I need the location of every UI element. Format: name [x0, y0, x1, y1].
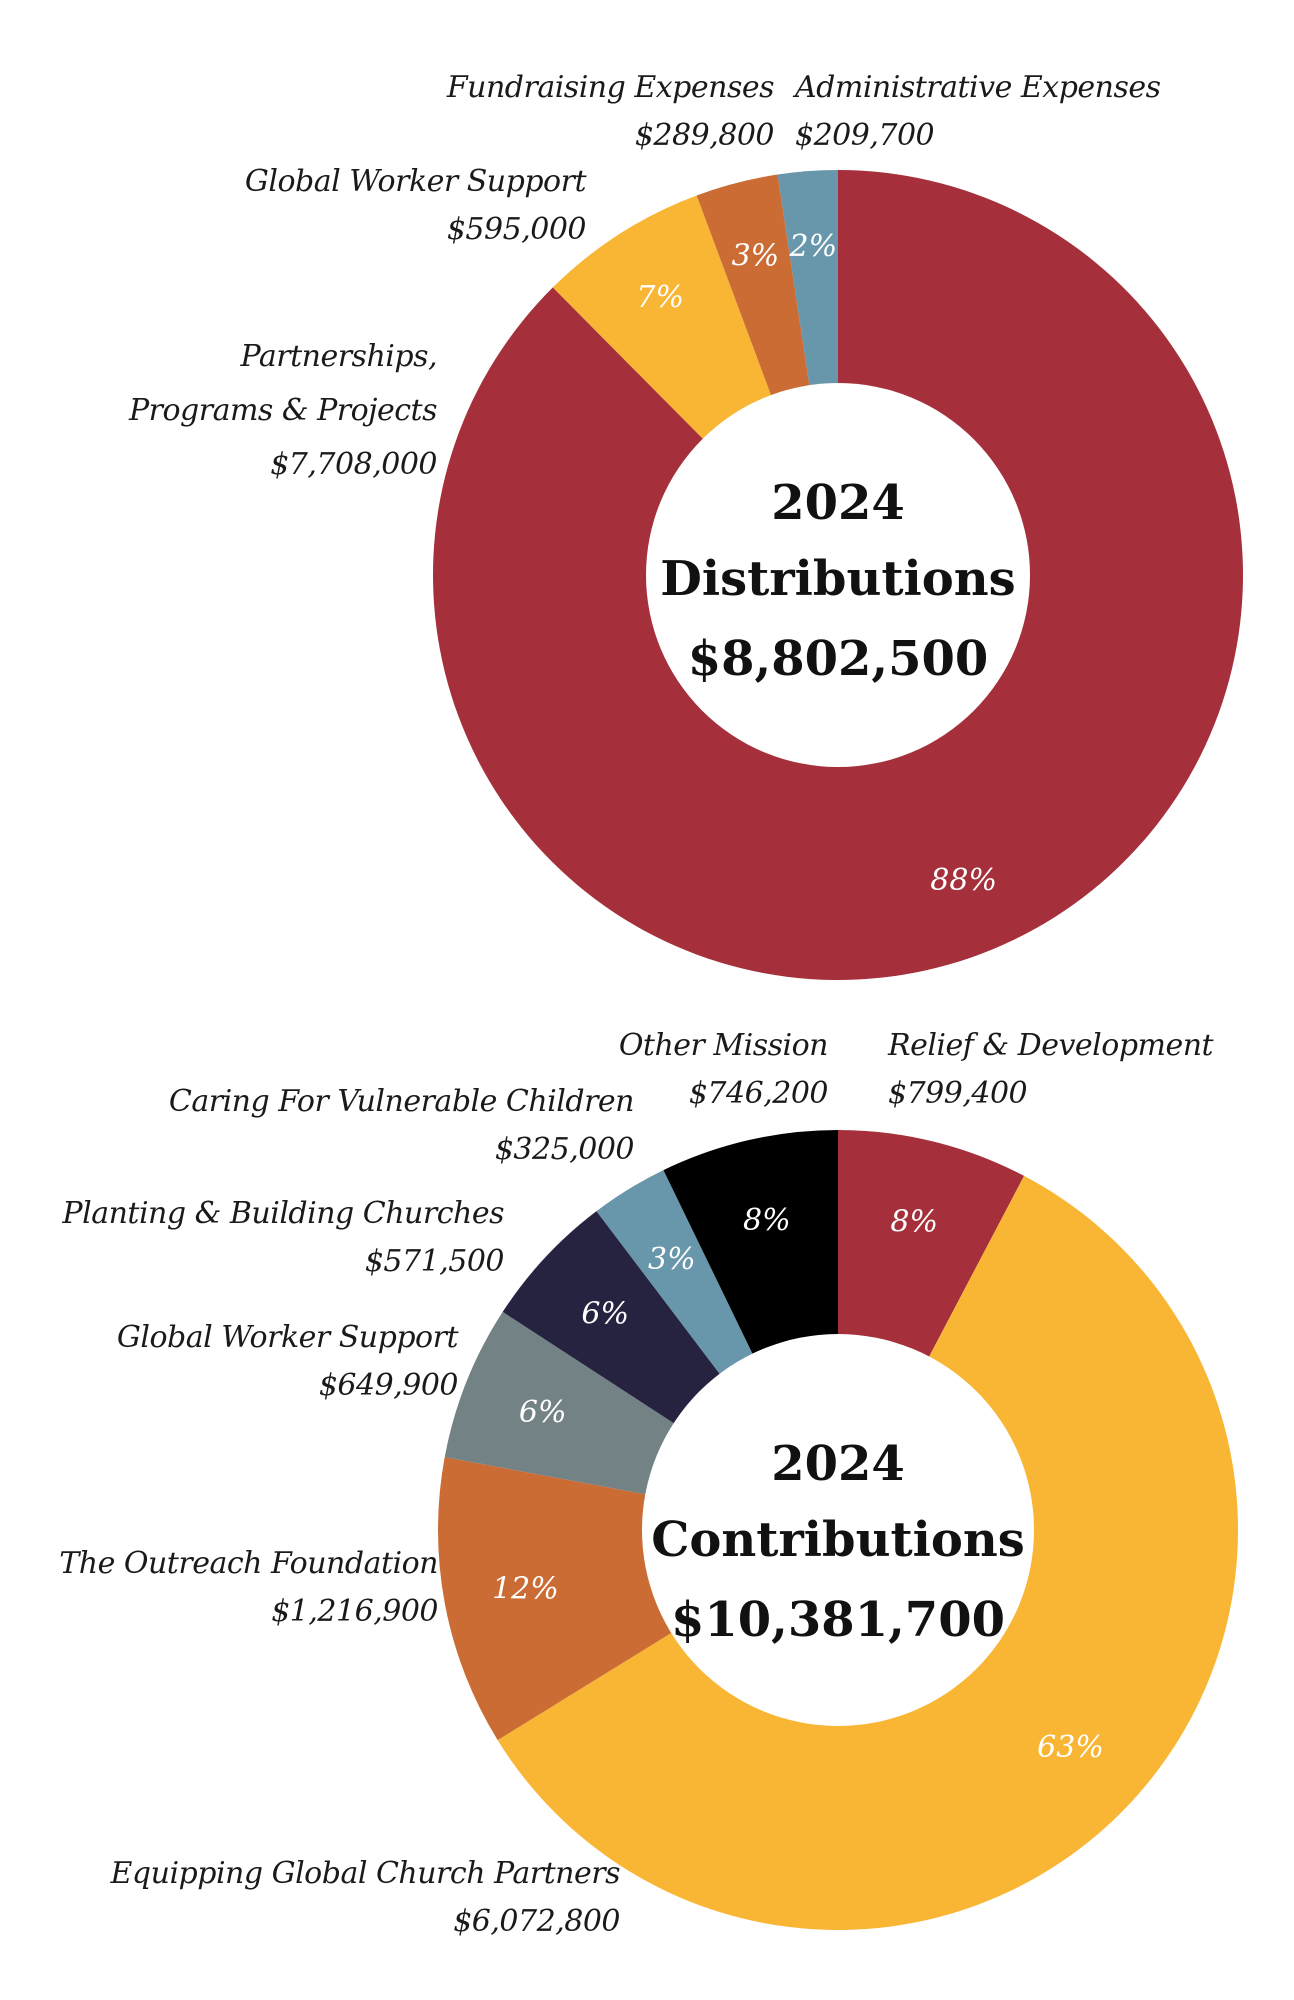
dist-label-partnerships-name-1: Partnerships, [240, 339, 438, 374]
dist-label-administrative-amount: $209,700 [795, 118, 935, 153]
contrib-donut-hole [642, 1334, 1034, 1726]
dist-center-total: $8,802,500 [688, 631, 989, 687]
contrib-center-title: 2024 [771, 1436, 905, 1492]
contrib-label-vulnerable-children-name: Caring For Vulnerable Children [168, 1084, 635, 1119]
contrib-label-vulnerable-children-amount: $325,000 [494, 1132, 635, 1167]
dist-label-global-worker: Global Worker Support $595,000 [244, 158, 587, 254]
contrib-label-planting-name: Planting & Building Churches [62, 1196, 504, 1231]
dist-label-global-worker-name: Global Worker Support [244, 164, 587, 199]
contrib-label-vulnerable-children: Caring For Vulnerable Children $325,000 [168, 1078, 635, 1174]
contrib-label-planting-amount: $571,500 [364, 1244, 505, 1279]
contrib-label-global-worker-name: Global Worker Support [116, 1320, 459, 1355]
contrib-slice-1-percent: 63% [1037, 1730, 1104, 1765]
dist-slice-1-percent: 7% [636, 280, 684, 315]
dist-label-partnerships: Partnerships, Programs & Projects $7,708… [128, 330, 438, 492]
contrib-center-total: $10,381,700 [671, 1592, 1005, 1648]
contrib-slice-4-percent: 6% [581, 1296, 629, 1331]
dist-center-title: 2024 [771, 475, 905, 531]
contrib-label-relief: Relief & Development $799,400 [888, 1022, 1214, 1118]
dist-center-subtitle: Distributions [660, 551, 1015, 607]
dist-slice-2-percent: 3% [732, 239, 780, 274]
contrib-label-global-worker-amount: $649,900 [318, 1368, 459, 1403]
contrib-label-global-worker: Global Worker Support $649,900 [116, 1314, 459, 1410]
contrib-label-planting: Planting & Building Churches $571,500 [62, 1190, 504, 1286]
contrib-label-outreach-name: The Outreach Foundation [59, 1546, 438, 1581]
contrib-slice-6-percent: 8% [743, 1203, 791, 1238]
contrib-label-relief-name: Relief & Development [888, 1028, 1214, 1063]
dist-label-partnerships-name-2: Programs & Projects [128, 393, 438, 428]
dist-donut-hole [646, 383, 1030, 767]
contrib-label-relief-amount: $799,400 [888, 1076, 1028, 1111]
contrib-label-equipping-amount: $6,072,800 [453, 1904, 620, 1939]
contrib-label-outreach-amount: $1,216,900 [271, 1594, 438, 1629]
contrib-center-subtitle: Contributions [651, 1512, 1025, 1568]
contrib-label-equipping-name: Equipping Global Church Partners [110, 1856, 621, 1891]
dist-label-administrative-name: Administrative Expenses [795, 70, 1161, 105]
dist-label-fundraising: Fundraising Expenses $289,800 [446, 64, 775, 160]
contrib-label-other-mission-amount: $746,200 [688, 1076, 829, 1111]
contrib-slice-0-percent: 8% [890, 1204, 938, 1239]
dist-label-fundraising-name: Fundraising Expenses [446, 70, 775, 105]
contrib-label-other-mission-name: Other Mission [618, 1028, 829, 1063]
dist-label-global-worker-amount: $595,000 [446, 212, 587, 247]
dist-slice-0-percent: 88% [930, 863, 997, 898]
contrib-slice-3-percent: 6% [519, 1395, 567, 1430]
dist-slice-3-percent: 2% [789, 229, 838, 264]
contrib-label-other-mission: Other Mission $746,200 [618, 1022, 829, 1118]
dist-label-fundraising-amount: $289,800 [634, 118, 775, 153]
dist-label-partnerships-amount: $7,708,000 [270, 447, 437, 482]
dist-label-administrative: Administrative Expenses $209,700 [795, 64, 1161, 160]
contrib-label-equipping: Equipping Global Church Partners $6,072,… [110, 1850, 621, 1946]
contrib-label-outreach: The Outreach Foundation $1,216,900 [59, 1540, 438, 1636]
contrib-slice-5-percent: 3% [648, 1242, 696, 1277]
contrib-slice-2-percent: 12% [492, 1571, 559, 1606]
